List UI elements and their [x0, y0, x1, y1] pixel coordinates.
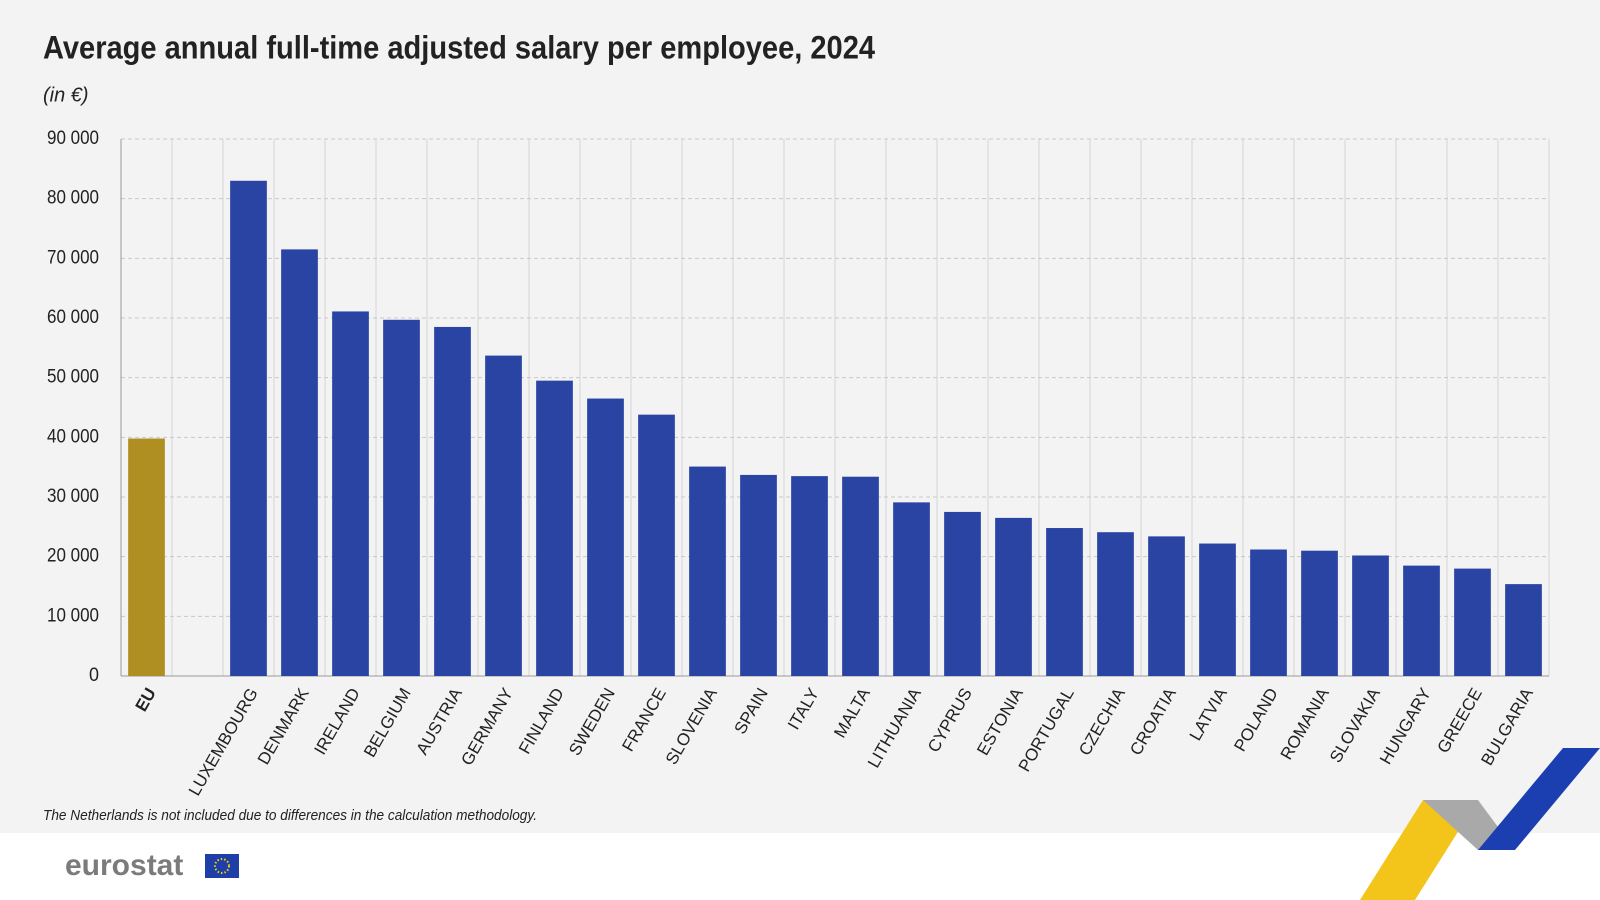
bar	[689, 466, 726, 676]
bar	[995, 517, 1032, 676]
y-tick-label: 80 000	[47, 188, 99, 209]
bar	[842, 476, 879, 676]
eu-stars	[214, 858, 230, 874]
bar	[1403, 565, 1440, 676]
bar	[638, 414, 675, 676]
footnote: The Netherlands is not included due to d…	[43, 807, 537, 824]
decor	[1360, 800, 1478, 900]
bar	[128, 438, 165, 676]
bar	[791, 476, 828, 676]
bar	[1454, 568, 1491, 676]
bar	[332, 311, 369, 676]
y-tick-label: 90 000	[47, 128, 99, 149]
bar	[944, 511, 981, 676]
y-tick-label: 70 000	[47, 247, 99, 268]
y-tick-label: 50 000	[47, 367, 99, 388]
bar	[893, 502, 930, 676]
bar	[1301, 550, 1338, 676]
logo-text: eurostat	[65, 849, 183, 882]
bar	[1199, 543, 1236, 676]
y-tick-label: 0	[89, 665, 99, 686]
chart-title: Average annual full-time adjusted salary…	[43, 29, 875, 65]
bar	[1148, 536, 1185, 676]
bar	[740, 474, 777, 676]
y-tick-label: 20 000	[47, 546, 99, 567]
y-tick-label: 10 000	[47, 605, 99, 626]
bar	[1097, 532, 1134, 676]
bar	[1352, 555, 1389, 676]
bar	[536, 380, 573, 676]
y-tick-label: 30 000	[47, 486, 99, 507]
decor	[1478, 748, 1600, 850]
footer-background	[0, 833, 1600, 900]
eu-flag	[205, 854, 239, 878]
chart-subtitle: (in €)	[43, 84, 89, 106]
bar	[383, 319, 420, 676]
bar	[230, 180, 267, 676]
bar	[434, 326, 471, 676]
y-tick-label: 40 000	[47, 426, 99, 447]
bar	[1505, 584, 1542, 676]
y-tick-label: 60 000	[47, 307, 99, 328]
bar	[1046, 528, 1083, 676]
bar	[281, 249, 318, 676]
bar	[485, 355, 522, 676]
bar	[1250, 549, 1287, 676]
bar	[587, 398, 624, 676]
